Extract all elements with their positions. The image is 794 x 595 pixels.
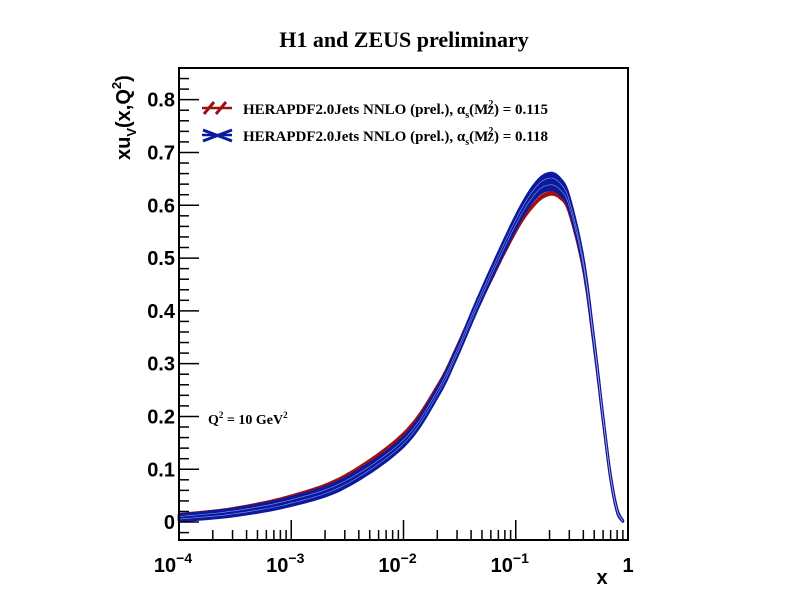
q2-annotation-sup2: 2 <box>283 410 288 420</box>
legend-label-prefix: HERAPDF2.0Jets NNLO (prel.), <box>243 102 457 118</box>
q2-annotation-sup1: 2 <box>219 410 224 420</box>
x-tick-label: 10−1 <box>491 550 529 577</box>
x-tick-label-exponent: −1 <box>513 550 529 566</box>
y-tick-label: 0.8 <box>147 90 175 112</box>
series-2-variant-line <box>178 184 624 522</box>
legend-entry-1: HERAPDF2.0Jets NNLO (prel.), αs(M2 Z) = 0… <box>202 99 548 121</box>
y-axis-title-close: ) <box>113 75 135 82</box>
legend-label: HERAPDF2.0Jets NNLO (prel.), αs(M2 Z) = 0… <box>243 126 548 148</box>
y-axis: 0 0.1 0.2 0.3 0.4 0.5 0.6 0.7 0.8 <box>147 67 199 534</box>
x-tick-label-base: 10 <box>266 555 288 577</box>
q2-annotation-mid: = 10 GeV <box>223 413 283 428</box>
legend-label-sub-s: s <box>465 137 469 148</box>
x-tick-label-exponent: −4 <box>176 550 192 566</box>
legend-label-sup: 2 <box>488 99 493 110</box>
x-tick-label-base: 10 <box>378 555 400 577</box>
curves <box>177 171 625 523</box>
legend-label-paren-open: (M <box>469 102 488 118</box>
series-1-variant-line <box>178 190 624 522</box>
legend-label-sub-z: Z <box>487 133 494 144</box>
y-tick-label: 0.5 <box>147 248 175 270</box>
x-tick-label-base: 1 <box>622 555 633 577</box>
y-axis-title-args: (x,Q <box>113 89 135 128</box>
legend-label: HERAPDF2.0Jets NNLO (prel.), αs(M2 Z) = 0… <box>243 99 548 121</box>
y-tick-label: 0.4 <box>147 301 176 323</box>
x-tick-label-base: 10 <box>491 555 513 577</box>
x-tick-label: 10−4 <box>154 550 192 577</box>
q2-annotation: Q2 = 10 GeV2 <box>208 410 288 428</box>
svg-text:xuV(x,Q2): xuV(x,Q2) <box>109 75 139 160</box>
chart-title: H1 and ZEUS preliminary <box>279 27 529 52</box>
x-tick-label: 1 <box>622 555 633 577</box>
x-axis: 10−4 10−3 10−2 10−1 1 <box>154 520 634 577</box>
legend-label-alpha: α <box>457 102 466 118</box>
legend-label-sup: 2 <box>488 126 493 137</box>
legend-label-suffix: ) = 0.115 <box>494 102 548 118</box>
y-tick-label: 0 <box>164 512 175 534</box>
x-axis-title: x <box>596 567 607 589</box>
x-tick-label: 10−3 <box>266 550 304 577</box>
y-tick-label: 0.2 <box>147 406 175 428</box>
series-2 <box>177 171 625 523</box>
series-1 <box>177 180 625 523</box>
legend-label-suffix: ) = 0.118 <box>494 129 548 145</box>
legend-label-sub-s: s <box>465 110 469 121</box>
legend-entry-2: HERAPDF2.0Jets NNLO (prel.), αs(M2 Z) = 0… <box>202 126 548 148</box>
x-tick-label-base: 10 <box>154 555 176 577</box>
y-axis-title-xu: xu <box>113 137 135 160</box>
x-tick-label-exponent: −3 <box>288 550 304 566</box>
x-tick-label: 10−2 <box>378 550 416 577</box>
legend-label-paren-open: (M <box>469 129 488 145</box>
x-tick-label-exponent: −2 <box>401 550 417 566</box>
q2-annotation-q: Q <box>208 413 219 428</box>
series-1-band <box>177 180 625 523</box>
y-tick-label: 0.6 <box>147 195 175 217</box>
y-tick-label: 0.7 <box>147 142 175 164</box>
legend-swatch-icon <box>202 101 232 115</box>
legend-label-sub-z: Z <box>487 106 494 117</box>
legend-swatch-icon <box>202 128 233 143</box>
y-tick-label: 0.1 <box>147 459 175 481</box>
series-2-variant-line <box>178 177 624 521</box>
legend: HERAPDF2.0Jets NNLO (prel.), αs(M2 Z) = 0… <box>202 99 548 148</box>
y-axis-title-sup: 2 <box>109 82 124 89</box>
y-tick-label: 0.3 <box>147 354 175 376</box>
series-1-variant-line <box>178 185 624 521</box>
y-axis-title: xuV(x,Q2) <box>109 75 139 160</box>
legend-label-alpha: α <box>457 129 466 145</box>
series-2-band <box>177 171 625 523</box>
legend-label-prefix: HERAPDF2.0Jets NNLO (prel.), <box>243 129 457 145</box>
y-axis-title-sub: V <box>124 128 139 137</box>
